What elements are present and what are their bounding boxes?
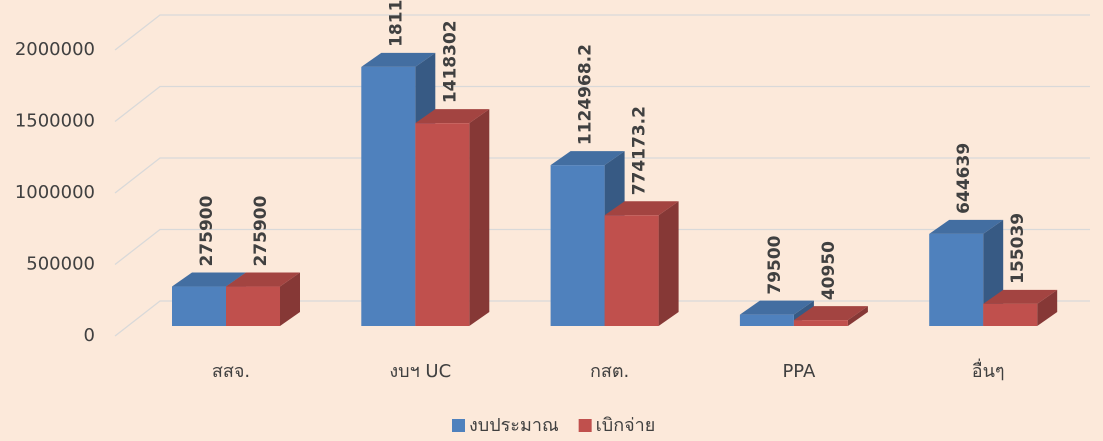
data-label: 1418302 [440,20,460,103]
data-label: 1124968.2 [576,44,596,145]
bar-side [280,272,300,326]
data-label: 40950 [819,241,839,300]
bar [929,219,1004,326]
bar-top [550,151,625,166]
bar-front [793,320,848,326]
data-label: 774173.2 [630,106,650,195]
legend-swatch [578,419,592,432]
bar-top [793,306,868,321]
y-tick-label: 500000 [26,254,95,275]
grid-line [114,14,1090,51]
bar-top [604,201,679,216]
y-tick-label: 1500000 [15,111,95,132]
x-tick-label: อื่นๆ [972,358,1005,382]
bar [983,289,1058,326]
legend-label: เบิกจ่าย [596,415,656,436]
grid-line [114,157,1090,194]
y-tick-label: 2000000 [15,39,95,60]
y-tick-label: 1000000 [15,182,95,203]
grid-line [114,85,1090,123]
data-label: 275900 [251,195,271,266]
y-tick-label: 0 [84,325,95,346]
bar-front [550,165,605,326]
x-tick-label: PPA [782,361,816,382]
data-label: 1811934 [386,0,406,47]
bar-front [604,215,659,326]
bar-top [415,109,490,124]
bar [793,306,868,326]
x-tick-label: สสจ. [212,361,250,382]
bar-side [847,306,868,326]
bar-front [361,66,416,327]
bar-front [415,123,470,326]
bar [415,109,490,326]
x-tick-label: งบฯ UC [389,361,451,382]
legend-label: งบประมาณ [469,415,559,436]
bar [226,272,300,326]
bar-side [658,201,679,326]
bar-front [226,286,280,326]
data-label: 79500 [765,235,785,294]
data-label: 155039 [1008,213,1028,284]
bar [604,201,679,326]
x-tick-label: กสต. [590,361,629,382]
bar-top [172,272,246,287]
grid-line [114,228,1090,266]
data-label: 644639 [954,143,974,214]
legend-swatch [452,419,465,432]
bar-top [739,300,814,315]
data-label: 275900 [197,195,217,266]
bar-side [469,109,490,326]
bar-top [929,219,1004,234]
bar-side [1037,289,1058,326]
bar-front [983,303,1038,326]
bar-top [983,289,1058,304]
bar-front [929,233,984,326]
bar-top [226,272,300,287]
bar-top [361,52,436,67]
bar-front [172,286,226,326]
bar-front [739,314,794,326]
